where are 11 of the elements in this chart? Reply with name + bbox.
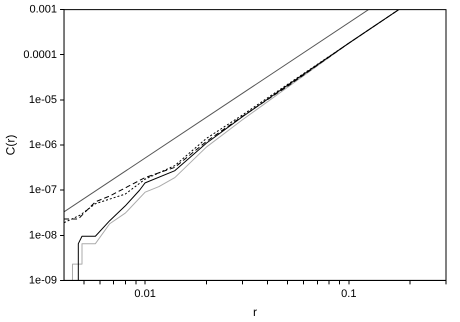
y-axis-title: C(r) bbox=[4, 134, 18, 156]
y-tick-label: 1e-06 bbox=[28, 139, 58, 152]
y-tick-label: 1e-05 bbox=[28, 94, 58, 106]
y-tick-label: 1e-08 bbox=[28, 229, 58, 242]
x-tick-label: 0.01 bbox=[134, 288, 156, 300]
x-tick-label: 0.1 bbox=[341, 288, 356, 300]
y-tick-label: 0.001 bbox=[30, 4, 58, 16]
x-axis-title: r bbox=[253, 305, 258, 320]
y-tick-label: 1e-07 bbox=[28, 184, 58, 196]
y-tick-label: 1e-09 bbox=[28, 274, 58, 286]
y-tick-label: 0.0001 bbox=[23, 48, 58, 61]
